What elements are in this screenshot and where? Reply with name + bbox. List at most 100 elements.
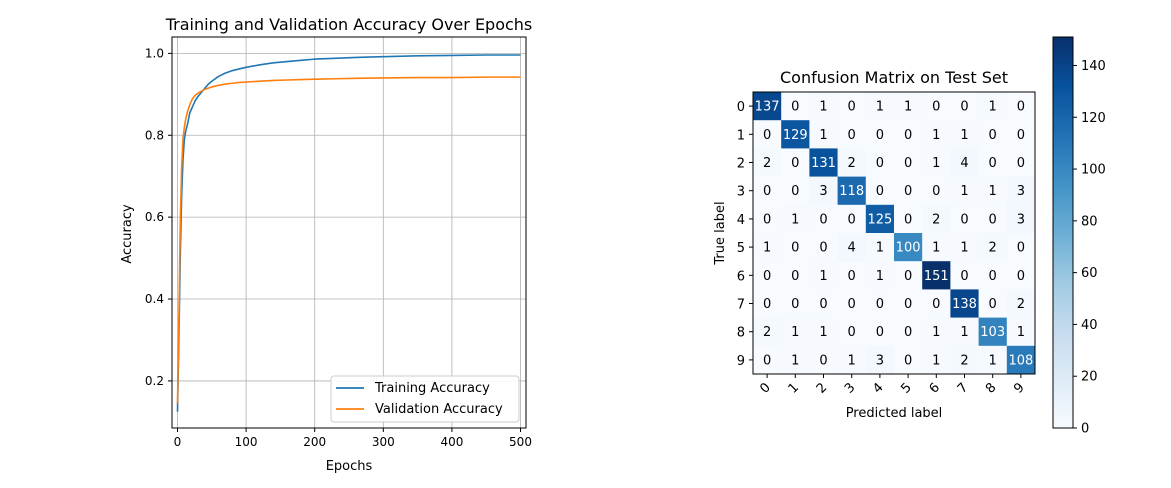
- matrix-cell: [781, 148, 810, 177]
- matrix-cell-value: 0: [904, 212, 912, 227]
- matrix-cell: [809, 233, 838, 262]
- matrix-cell: [950, 317, 979, 347]
- matrix-cell: [865, 289, 895, 318]
- matrix-cell-value: 103: [980, 325, 1005, 340]
- matrix-cell-value: 1: [989, 100, 997, 115]
- matrix-cell: [978, 176, 1008, 206]
- line-chart-x-label: Epochs: [326, 459, 373, 474]
- colorbar-tick-label: 140: [1081, 59, 1106, 74]
- matrix-cell: [809, 148, 838, 177]
- matrix-cell-value: 100: [896, 241, 921, 256]
- matrix-cell-value: 0: [932, 100, 940, 115]
- matrix-cell-value: 1: [848, 353, 856, 368]
- matrix-cell: [922, 204, 951, 234]
- matrix-cell-value: 0: [1017, 269, 1025, 284]
- matrix-cell: [865, 148, 895, 177]
- x-tick-label: 300: [372, 435, 395, 449]
- matrix-cell-value: 1: [960, 184, 968, 199]
- matrix-cell: [1006, 148, 1036, 177]
- matrix-cell: [922, 345, 951, 375]
- matrix-cell-value: 0: [848, 212, 856, 227]
- true-label-tick: 3: [737, 185, 745, 200]
- matrix-cell-value: 1: [932, 128, 940, 143]
- matrix-cell: [1006, 176, 1036, 206]
- matrix-cell: [753, 317, 782, 347]
- matrix-cell: [894, 317, 923, 347]
- matrix-cell: [950, 204, 979, 234]
- matrix-cell: [865, 233, 895, 262]
- matrix-cell: [978, 345, 1008, 375]
- true-label-tick: 9: [737, 354, 745, 369]
- matrix-cell-value: 1: [932, 241, 940, 256]
- matrix-cell-value: 0: [848, 297, 856, 312]
- matrix-cell: [894, 176, 923, 206]
- x-tick-label: 400: [440, 435, 463, 449]
- matrix-cell: [978, 317, 1008, 347]
- matrix-cell-value: 1: [819, 325, 827, 340]
- matrix-cell: [978, 204, 1008, 234]
- x-tick-label: 100: [235, 435, 258, 449]
- y-tick-label: 0.4: [145, 292, 164, 306]
- true-label-tick: 2: [737, 157, 745, 172]
- matrix-cell: [950, 92, 979, 121]
- matrix-cell: [865, 176, 895, 206]
- training-accuracy-line: [176, 54, 521, 412]
- matrix-cell: [950, 120, 979, 149]
- matrix-cell-value: 0: [1017, 156, 1025, 171]
- matrix-cell-value: 0: [763, 128, 771, 143]
- matrix-cell: [894, 148, 923, 177]
- matrix-cell: [865, 345, 895, 375]
- matrix-cell: [894, 289, 923, 318]
- confusion-matrix-x-label: Predicted label: [846, 406, 943, 421]
- matrix-cell-value: 1: [989, 353, 997, 368]
- matrix-cell-value: 2: [763, 325, 771, 340]
- matrix-cell: [753, 289, 782, 318]
- matrix-cell: [753, 345, 782, 375]
- matrix-cell: [753, 176, 782, 206]
- matrix-cell: [837, 120, 867, 149]
- matrix-cell: [781, 261, 810, 290]
- y-tick-label: 1.0: [145, 46, 164, 60]
- matrix-cell-value: 0: [932, 184, 940, 199]
- matrix-cell-value: 3: [819, 184, 827, 199]
- matrix-cell-value: 1: [1017, 325, 1025, 340]
- matrix-cell: [837, 261, 867, 290]
- matrix-cell: [865, 92, 895, 121]
- matrix-cell: [753, 233, 782, 262]
- matrix-cell-value: 1: [989, 184, 997, 199]
- matrix-cell-value: 131: [811, 156, 836, 171]
- matrix-cell-value: 0: [791, 269, 799, 284]
- legend-label-training: Training Accuracy: [374, 381, 490, 396]
- matrix-cell: [894, 204, 923, 234]
- matrix-cell: [950, 261, 979, 290]
- matrix-cell-value: 3: [1017, 212, 1025, 227]
- matrix-cell-value: 1: [819, 269, 827, 284]
- matrix-cell-value: 0: [960, 100, 968, 115]
- matrix-cell: [809, 92, 838, 121]
- matrix-cell-value: 2: [989, 241, 997, 256]
- matrix-cell-value: 2: [1017, 297, 1025, 312]
- legend-label-validation: Validation Accuracy: [375, 402, 503, 417]
- matrix-cell-value: 2: [763, 156, 771, 171]
- matrix-cell: [894, 233, 923, 262]
- matrix-cell: [1006, 204, 1036, 234]
- matrix-cell: [781, 317, 810, 347]
- matrix-cell-value: 0: [876, 156, 884, 171]
- matrix-cell: [837, 204, 867, 234]
- matrix-cell: [809, 120, 838, 149]
- matrix-cell-value: 4: [848, 241, 856, 256]
- matrix-cell-value: 0: [876, 297, 884, 312]
- true-label-tick: 5: [737, 241, 745, 256]
- matrix-cell: [837, 317, 867, 347]
- x-tick-label: 200: [303, 435, 326, 449]
- true-label-tick: 4: [737, 213, 745, 228]
- colorbar-tick-label: 60: [1081, 266, 1098, 281]
- matrix-cell: [809, 261, 838, 290]
- matrix-cell-value: 2: [932, 212, 940, 227]
- matrix-cell-value: 0: [848, 100, 856, 115]
- matrix-cell-value: 4: [960, 156, 968, 171]
- matrix-cell: [922, 176, 951, 206]
- matrix-cell-value: 1: [932, 156, 940, 171]
- matrix-cell-value: 2: [848, 156, 856, 171]
- matrix-cell-value: 0: [763, 353, 771, 368]
